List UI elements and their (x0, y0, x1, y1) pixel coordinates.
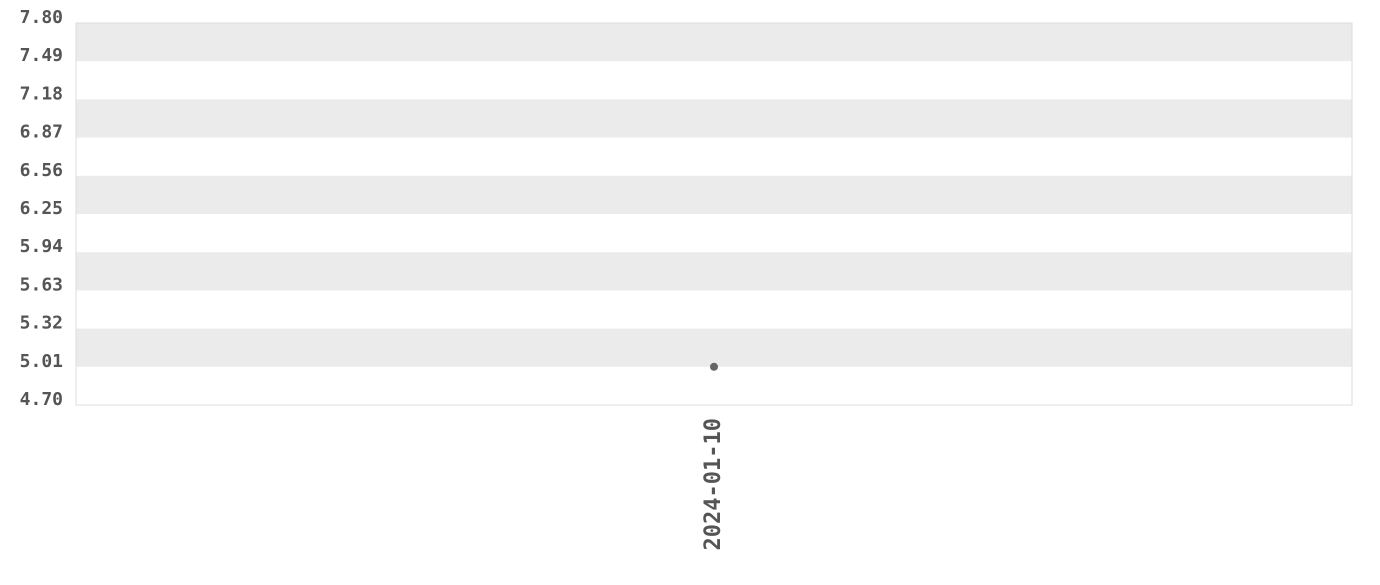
data-point (710, 362, 718, 371)
y-tick-label: 4.70 (20, 389, 63, 410)
plot-area-border (75, 22, 1353, 406)
grid-band (76, 23, 1352, 62)
y-tick-label: 6.56 (20, 160, 63, 181)
grid-band (76, 99, 1352, 138)
y-tick-label: 7.49 (20, 45, 63, 66)
grid-band (76, 328, 1352, 367)
grid-band (76, 252, 1352, 291)
y-tick-label: 5.01 (20, 351, 63, 372)
y-tick-label: 5.63 (20, 274, 63, 295)
y-tick-label: 7.80 (20, 7, 63, 28)
y-tick-label: 5.32 (20, 313, 63, 334)
y-tick-label: 7.18 (20, 83, 63, 104)
y-tick-label: 5.94 (20, 236, 64, 257)
x-tick-label: 2024-01-10 (701, 418, 726, 550)
grid-band (76, 175, 1352, 214)
y-tick-label: 6.25 (20, 198, 63, 219)
y-tick-label: 6.87 (20, 122, 63, 143)
